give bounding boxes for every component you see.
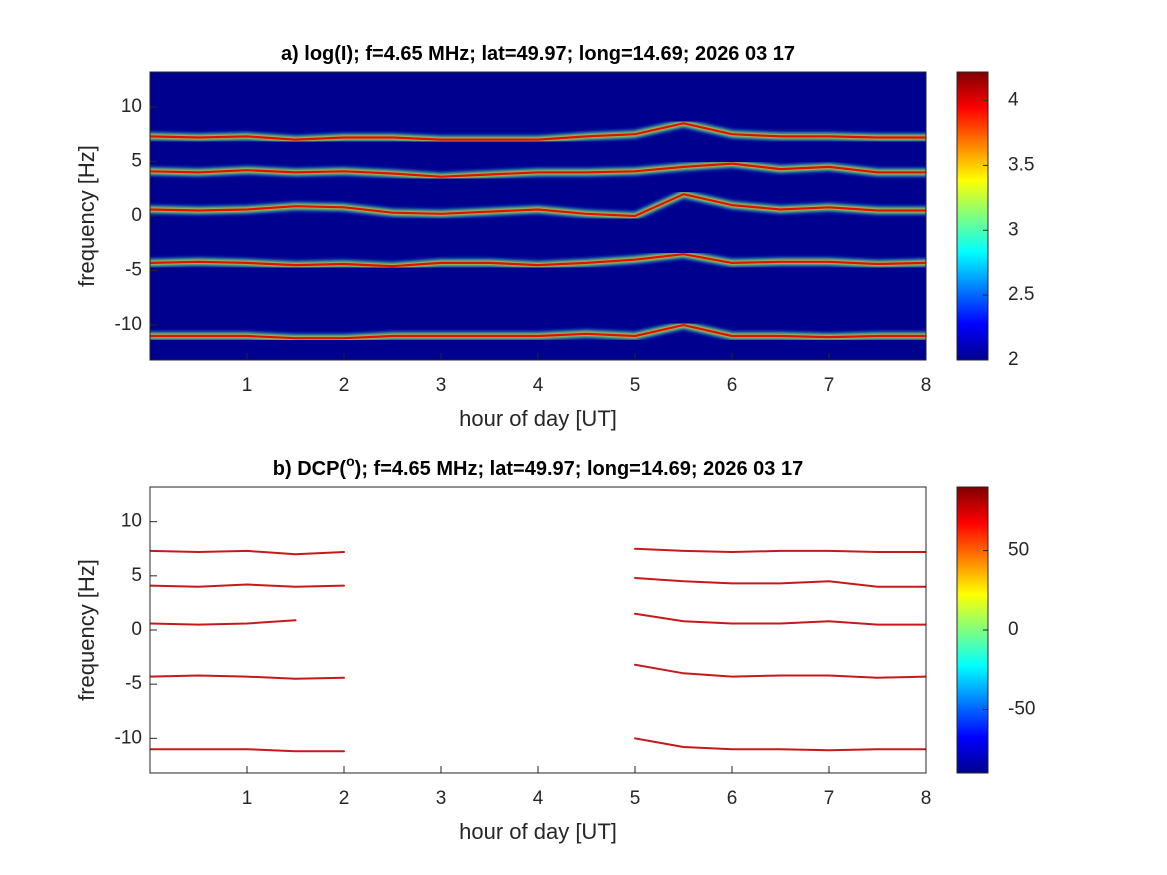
x-tick-label: 5 — [630, 375, 641, 396]
band-trace — [634, 577, 926, 588]
colorbar-tick-label: 2.5 — [1008, 284, 1034, 305]
colorbar-tick-label: 4 — [1008, 90, 1019, 111]
colorbar — [956, 486, 989, 774]
x-tick-label: 7 — [824, 375, 835, 396]
x-tick-label: 8 — [921, 788, 932, 809]
band-trace — [634, 663, 926, 679]
title-part: o — [346, 453, 355, 469]
y-tick-label: 0 — [131, 205, 142, 226]
x-tick-label: 3 — [436, 788, 447, 809]
title-part: b) DCP( — [273, 458, 347, 480]
plot-area — [150, 547, 926, 753]
colorbar-tick-label: -50 — [1008, 698, 1035, 719]
x-axis-label: hour of day [UT] — [459, 406, 617, 431]
y-axis-label: frequency [Hz] — [74, 559, 99, 701]
colorbar — [956, 71, 989, 361]
band-trace — [150, 674, 345, 680]
x-tick-label: 2 — [339, 375, 350, 396]
band-trace — [150, 549, 345, 556]
y-tick-label: 0 — [131, 619, 142, 640]
x-tick-label: 1 — [242, 788, 253, 809]
x-tick-label: 8 — [921, 375, 932, 396]
plot-background — [150, 72, 926, 360]
chart-title: a) log(I); f=4.65 MHz; lat=49.97; long=1… — [281, 43, 795, 65]
x-tick-label: 3 — [436, 375, 447, 396]
band-trace — [634, 612, 926, 626]
y-tick-label: 10 — [121, 96, 142, 117]
x-tick-label: 6 — [727, 788, 738, 809]
colorbar-tick-label: 3 — [1008, 219, 1019, 240]
plot-area — [150, 118, 926, 343]
band-trace — [634, 547, 926, 553]
colorbar-tick-label: 50 — [1008, 540, 1029, 561]
y-tick-label: -10 — [115, 727, 142, 748]
colorbar-tick-label: 0 — [1008, 619, 1019, 640]
title-part: a) log(I); f=4.65 MHz; lat=49.97; long=1… — [281, 43, 795, 65]
y-tick-label: 10 — [121, 511, 142, 532]
band-core — [150, 162, 926, 178]
x-tick-label: 7 — [824, 788, 835, 809]
band-core — [150, 253, 926, 268]
y-tick-label: -10 — [115, 314, 142, 335]
band-trace — [150, 748, 345, 753]
plot-background — [150, 487, 926, 773]
y-axis-label: frequency [Hz] — [74, 145, 99, 287]
y-tick-label: 5 — [131, 150, 142, 171]
x-tick-label: 5 — [630, 788, 641, 809]
x-tick-label: 2 — [339, 788, 350, 809]
y-tick-label: -5 — [125, 673, 142, 694]
colorbar-tick-label: 3.5 — [1008, 154, 1034, 175]
chart-title: b) DCP(o); f=4.65 MHz; lat=49.97; long=1… — [273, 453, 803, 481]
title-part: ); f=4.65 MHz; lat=49.97; long=14.69; 20… — [355, 458, 804, 480]
y-tick-label: 5 — [131, 565, 142, 586]
band-trace — [150, 619, 297, 626]
band-trace — [150, 583, 345, 588]
x-tick-label: 4 — [533, 788, 544, 809]
band-trace — [634, 737, 926, 752]
x-tick-label: 6 — [727, 375, 738, 396]
x-axis-label: hour of day [UT] — [459, 819, 617, 844]
band-core — [150, 193, 926, 218]
x-tick-label: 4 — [533, 375, 544, 396]
x-tick-label: 1 — [242, 375, 253, 396]
band-core — [150, 324, 926, 340]
band-core — [150, 122, 926, 141]
y-tick-label: -5 — [125, 260, 142, 281]
colorbar-tick-label: 2 — [1008, 349, 1019, 370]
